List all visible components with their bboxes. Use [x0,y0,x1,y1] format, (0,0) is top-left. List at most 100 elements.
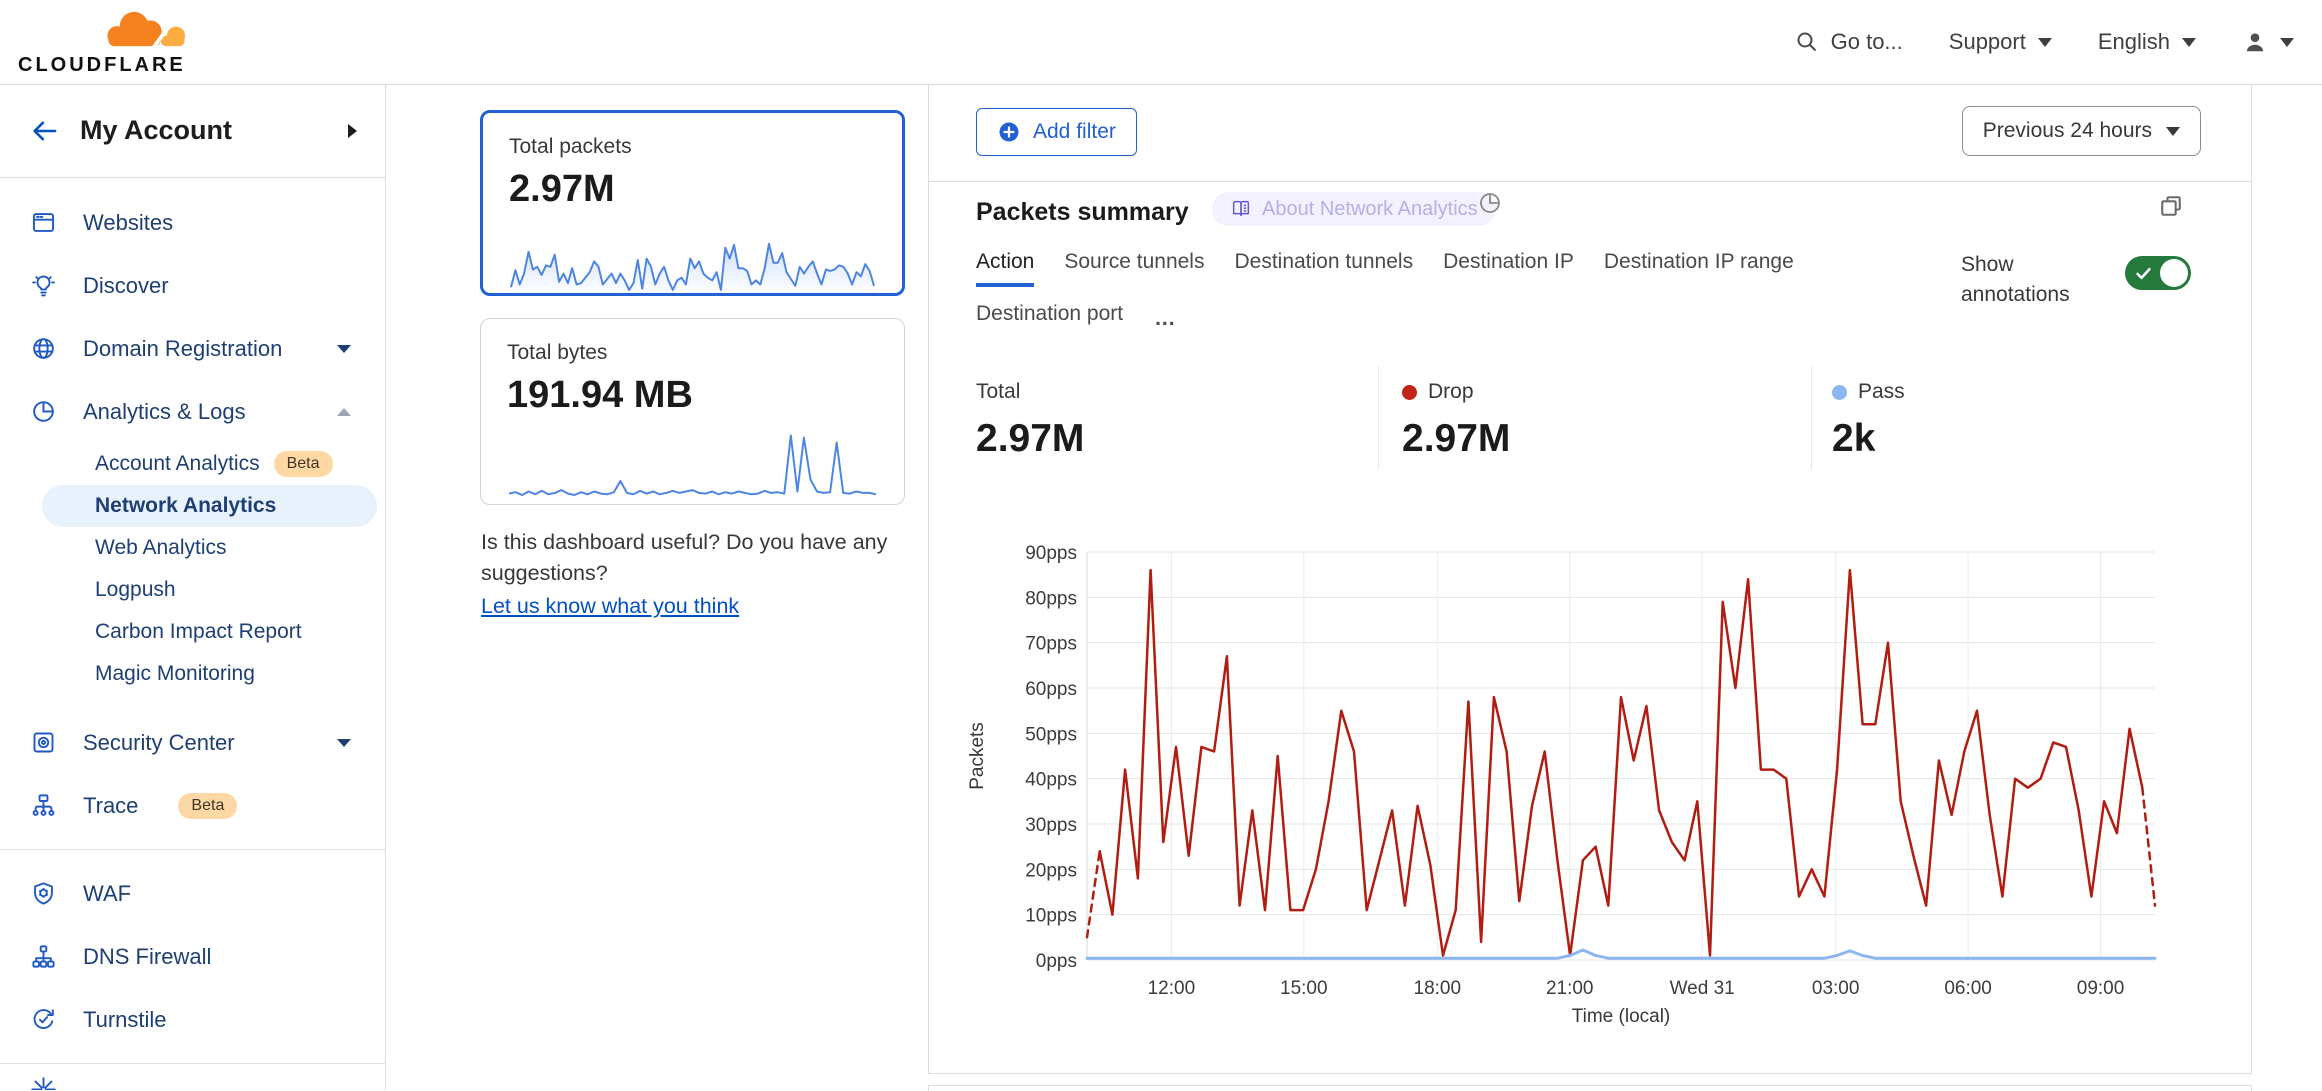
time-range-dropdown[interactable]: Previous 24 hours [1961,106,2201,156]
tab-destination-tunnels[interactable]: Destination tunnels [1234,250,1414,273]
card-value: 2.97M [509,168,615,210]
safe-icon [33,732,54,753]
user-icon [2246,33,2264,52]
feedback-block: Is this dashboard useful? Do you have an… [481,527,919,622]
sidebar-item-account-analytics[interactable]: Account Analytics Beta [0,443,385,485]
sidebar-item-dns-firewall[interactable]: DNS Firewall [0,925,385,988]
stat-value: 2.97M [976,417,1085,460]
tab-destination-port[interactable]: Destination port [976,302,1124,325]
user-menu[interactable] [2242,29,2294,55]
chevron-down-icon [337,344,351,353]
chevron-right-icon [348,123,357,138]
svg-text:90pps: 90pps [1025,543,1077,564]
tab-source-tunnels[interactable]: Source tunnels [1064,250,1205,273]
sidebar-item-web-analytics[interactable]: Web Analytics [0,527,385,569]
feedback-link[interactable]: Let us know what you think [481,594,740,618]
sidebar-item-label: DNS Firewall [83,943,212,969]
stat-value: 2.97M [1402,417,1511,460]
chevron-down-icon [337,738,351,747]
back-arrow-icon[interactable] [30,117,58,145]
sidebar-divider [0,1063,385,1064]
packets-time-series-chart: 12:00 15:00 18:00 21:00 Wed 31 03:00 06:00 09:0… [967,543,2157,1027]
feedback-question: Is this dashboard useful? Do you have an… [481,530,888,585]
stat-label: Pass [1858,380,1905,403]
packets-sparkline [510,242,875,296]
sidebar-item-analytics-logs[interactable]: Analytics & Logs [0,380,385,443]
sidebar-item-domain-registration[interactable]: Domain Registration [0,317,385,380]
stat-drop: Drop 2.97M [1378,366,1811,470]
shield-gear-icon [34,882,53,905]
sidebar-item-logpush[interactable]: Logpush [0,569,385,611]
svg-text:0pps: 0pps [1036,951,1077,972]
language-menu[interactable]: English [2098,29,2196,55]
svg-text:80pps: 80pps [1025,588,1077,609]
svg-text:20pps: 20pps [1025,860,1077,881]
card-label: Total packets [509,135,632,158]
cloudflare-cloud-icon [107,11,186,50]
stat-value: 2k [1832,417,1876,460]
globe-icon [33,338,54,359]
stats-row: Total 2.97M Drop 2.97M Pass 2k [976,366,2204,470]
chevron-down-icon [2280,37,2294,47]
search-icon [1797,32,1816,52]
sidebar-divider [0,849,385,850]
sidebar-item-label: Logpush [95,578,176,601]
filter-row: Add filter Previous 24 hours [929,84,2251,182]
sidebar-item-label: Account Analytics [95,452,260,475]
add-filter-button[interactable]: Add filter [976,108,1137,156]
time-range-label: Previous 24 hours [1982,119,2152,142]
tabs-row-1: Action Source tunnels Destination tunnel… [976,250,1794,287]
card-label: Total bytes [507,341,608,364]
svg-text:09:00: 09:00 [2077,978,2125,999]
sidebar-item-discover[interactable]: Discover [0,254,385,317]
svg-text:Time (local): Time (local) [1572,1006,1671,1027]
language-label: English [2097,29,2170,54]
sidebar-item-turnstile[interactable]: Turnstile [0,988,385,1051]
svg-text:70pps: 70pps [1025,634,1077,655]
tabs-row-2: Destination port ... [976,302,1176,335]
sidebar-item-carbon-impact-report[interactable]: Carbon Impact Report [0,611,385,653]
more-tabs-ellipsis[interactable]: ... [1155,306,1176,330]
about-badge-label: About Network Analytics [1262,197,1478,220]
svg-text:18:00: 18:00 [1414,978,1462,999]
svg-text:15:00: 15:00 [1280,978,1328,999]
sidebar-item-label: Discover [83,272,169,298]
support-menu[interactable]: Support [1949,29,2052,55]
show-annotations-label: Show annotations [1961,253,2070,306]
sidebar-item-trace[interactable]: Trace Beta [0,774,385,837]
sidebar-item-label: Websites [83,209,174,235]
trace-icon [32,794,55,816]
sidebar-item-label: Turnstile [83,1006,167,1032]
sidebar-item-security-center[interactable]: Security Center [0,711,385,774]
partial-bottom-icon [31,1077,56,1090]
tab-destination-ip[interactable]: Destination IP [1443,250,1574,273]
pie-chart-mini-icon[interactable] [1477,190,1503,216]
sidebar-item-label: Web Analytics [95,536,227,559]
drop-legend-dot [1402,384,1417,400]
sidebar-item-network-analytics[interactable]: Network Analytics [42,485,377,527]
stat-pass: Pass 2k [1811,366,2204,470]
sidebar-item-websites[interactable]: Websites [0,191,385,254]
tab-destination-ip-range[interactable]: Destination IP range [1603,250,1794,273]
sidebar-item-label: Security Center [83,729,235,755]
svg-text:03:00: 03:00 [1812,978,1860,999]
popout-icon[interactable] [2157,192,2185,220]
toggle-knob [2160,259,2188,287]
total-packets-card[interactable]: Total packets 2.97M [480,110,905,296]
add-filter-label: Add filter [1033,120,1116,143]
lightbulb-icon [32,275,55,297]
chevron-down-icon [2182,37,2196,47]
svg-text:21:00: 21:00 [1546,978,1594,999]
svg-text:06:00: 06:00 [1944,978,1992,999]
show-annotations-toggle[interactable] [2125,256,2191,290]
total-bytes-card[interactable]: Total bytes 191.94 MB [480,318,905,505]
tab-action[interactable]: Action [976,250,1035,287]
plus-circle-icon [999,122,1019,142]
browser-icon [32,213,55,232]
sidebar-item-waf[interactable]: WAF [0,862,385,925]
sidebar-item-magic-monitoring[interactable]: Magic Monitoring [0,653,385,695]
account-header[interactable]: My Account [0,84,385,178]
sidebar-item-label: Carbon Impact Report [95,620,302,643]
about-network-analytics-badge[interactable]: About Network Analytics [1212,192,1496,226]
goto-search[interactable]: Go to... [1795,29,1903,55]
